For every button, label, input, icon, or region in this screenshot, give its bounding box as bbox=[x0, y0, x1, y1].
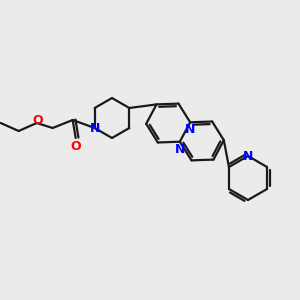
Text: N: N bbox=[185, 123, 195, 136]
Text: N: N bbox=[175, 143, 185, 156]
Text: O: O bbox=[70, 140, 81, 153]
Text: N: N bbox=[243, 149, 253, 163]
Text: O: O bbox=[32, 115, 43, 128]
Text: N: N bbox=[89, 122, 100, 134]
